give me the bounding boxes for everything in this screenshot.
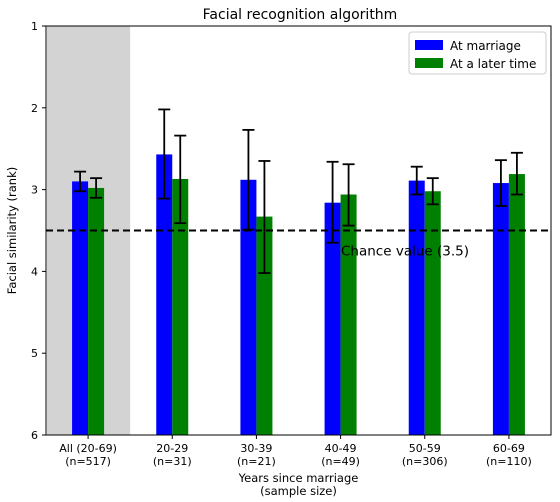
- bar-later-time: [340, 194, 357, 435]
- x-tick-label: 50-59: [409, 442, 441, 455]
- y-tick-label: 6: [31, 429, 38, 442]
- bar-later-time: [508, 174, 525, 436]
- bar-later-time: [424, 191, 441, 435]
- x-tick-label: (n=31): [153, 455, 192, 468]
- y-tick-label: 3: [31, 184, 38, 197]
- x-tick-label: (n=306): [402, 455, 448, 468]
- bar-later-time: [256, 216, 273, 435]
- x-axis: All (20-69)(n=517) 20-29(n=31) 30-39(n=21)…: [59, 435, 532, 468]
- bar-at-marriage: [156, 154, 173, 435]
- legend-swatch: [415, 58, 443, 68]
- x-tick-label: (n=110): [486, 455, 532, 468]
- y-axis: 1 2 3 4 5 6: [31, 20, 46, 442]
- legend: At marriage At a later time: [408, 31, 547, 75]
- y-tick-label: 1: [31, 20, 38, 33]
- chance-reference-label: Chance value (3.5): [341, 244, 469, 260]
- chart-title: Facial recognition algorithm: [203, 7, 398, 23]
- bar-later-time: [88, 187, 105, 435]
- bar-at-marriage: [240, 179, 257, 435]
- x-tick-label: 20-29: [156, 442, 188, 455]
- x-tick-label: (n=517): [65, 455, 111, 468]
- x-tick-label: All (20-69): [59, 442, 117, 455]
- bar-at-marriage: [492, 183, 509, 435]
- x-tick-label: 60-69: [493, 442, 525, 455]
- legend-label: At a later time: [450, 57, 536, 71]
- bar-at-marriage: [324, 202, 341, 435]
- x-axis-title-line: Years since marriage: [238, 471, 359, 485]
- y-tick-label: 5: [31, 347, 38, 360]
- x-tick-label: 30-39: [240, 442, 272, 455]
- legend-swatch: [415, 40, 443, 50]
- y-tick-label: 2: [31, 102, 38, 115]
- x-axis-title: Years since marriage(sample size): [238, 471, 359, 498]
- error-bars-layer: [74, 108, 523, 274]
- plot-frame: [45, 25, 552, 436]
- bars-layer: [72, 154, 525, 436]
- bar-at-marriage: [408, 180, 425, 435]
- x-tick-label: (n=21): [237, 455, 276, 468]
- bar-at-marriage: [72, 181, 89, 435]
- y-axis-title: Facial similarity (rank): [5, 167, 19, 294]
- legend-label: At marriage: [450, 39, 521, 53]
- bar-later-time: [172, 178, 189, 435]
- legend-box: [408, 31, 547, 75]
- y-tick-label: 4: [31, 265, 38, 278]
- x-tick-label: 40-49: [325, 442, 357, 455]
- x-tick-label: (n=49): [321, 455, 360, 468]
- x-axis-title-line: (sample size): [260, 484, 337, 498]
